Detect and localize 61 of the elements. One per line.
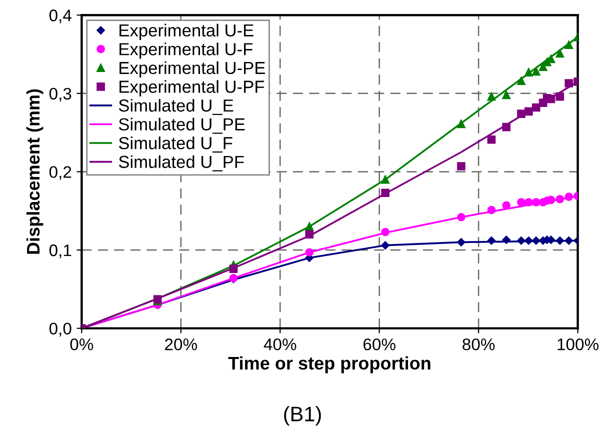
- point: [524, 68, 533, 76]
- point: [532, 198, 540, 206]
- point: [457, 120, 466, 128]
- point: [564, 236, 573, 245]
- y-tick-label: 0,4: [49, 10, 72, 24]
- legend-label: Experimental U-E: [120, 24, 254, 40]
- y-tick-label: 0,0: [49, 322, 72, 336]
- point: [487, 206, 496, 214]
- point: [502, 236, 510, 244]
- legend-label: Simulated U_PE: [118, 118, 245, 134]
- x-tick-label: 60%: [364, 338, 396, 350]
- legend-label: Simulated U_PF: [118, 155, 244, 172]
- legend-label: Simulated U_F: [118, 136, 232, 153]
- point: [524, 107, 533, 116]
- point: [546, 94, 556, 104]
- point: [532, 103, 540, 112]
- legend-label: Experimental U-F: [120, 42, 253, 59]
- legend-label: Experimental U-PE: [120, 61, 266, 78]
- point: [524, 198, 533, 206]
- x-tick-label: 40%: [264, 338, 296, 350]
- point: [305, 230, 314, 239]
- point: [487, 236, 496, 245]
- point: [517, 76, 526, 86]
- x-axis-title: Time or step proportion: [228, 356, 430, 374]
- point: [487, 92, 496, 101]
- point: [517, 198, 526, 206]
- point: [502, 122, 511, 132]
- point: [502, 90, 511, 100]
- point: [517, 110, 526, 118]
- legend-label: Experimental U-PF: [120, 80, 264, 96]
- point: [457, 238, 466, 246]
- point: [487, 135, 496, 144]
- y-tick-label: 0,3: [49, 88, 72, 102]
- point: [457, 162, 466, 170]
- x-tick-label: 80%: [462, 338, 495, 350]
- x-tick-label: 0%: [70, 338, 94, 350]
- point: [532, 236, 540, 245]
- y-axis-title: Displacement (mm): [26, 89, 44, 254]
- point: [564, 40, 574, 50]
- point: [556, 92, 564, 101]
- point: [305, 248, 314, 257]
- x-tick-label: 100%: [558, 338, 598, 350]
- point: [381, 188, 390, 198]
- point: [564, 192, 574, 201]
- point: [517, 236, 526, 245]
- point: [524, 236, 533, 245]
- point: [556, 236, 564, 245]
- point: [381, 228, 390, 236]
- point: [532, 67, 540, 76]
- point: [564, 79, 574, 88]
- y-tick-label: 0,1: [49, 244, 72, 258]
- x-tick-label: 20%: [165, 338, 197, 350]
- point: [381, 175, 390, 184]
- y-tick-label: 0,2: [49, 166, 72, 180]
- point: [229, 264, 238, 273]
- point: [556, 194, 564, 204]
- point: [556, 49, 564, 58]
- legend-label: Simulated U_E: [118, 98, 234, 115]
- text: (B1): [284, 406, 321, 426]
- point: [381, 241, 390, 250]
- point: [457, 212, 466, 222]
